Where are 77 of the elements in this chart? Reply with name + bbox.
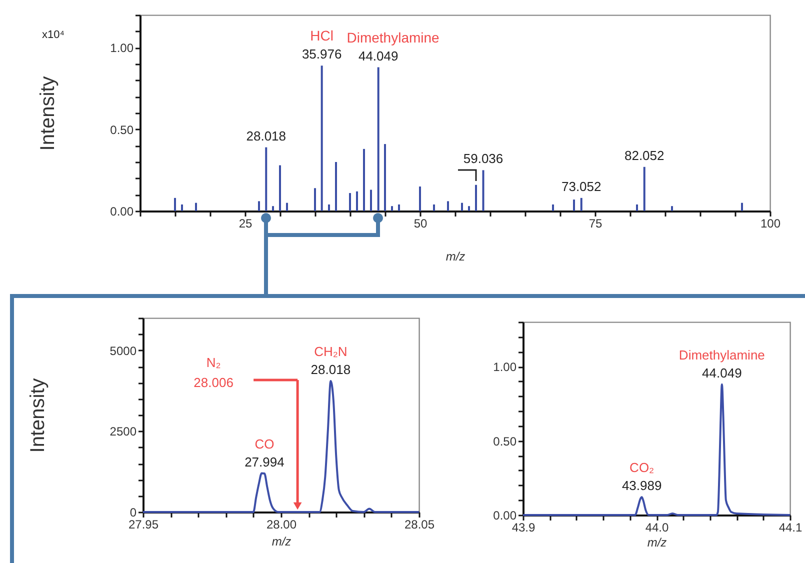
annotation: 28.006 bbox=[194, 375, 234, 390]
annotation: 43.989 bbox=[622, 478, 662, 494]
x-tick-label: 25 bbox=[238, 216, 252, 230]
bar bbox=[447, 201, 449, 211]
annotation: CH₂N bbox=[314, 344, 348, 360]
annotation: CO₂ bbox=[630, 460, 654, 476]
annotation: CO bbox=[254, 436, 274, 452]
bar bbox=[482, 170, 484, 211]
y-tick-label: 2500 bbox=[110, 424, 137, 439]
bar bbox=[419, 186, 421, 211]
bar bbox=[314, 188, 316, 211]
x-tick-label: 43.9 bbox=[512, 520, 536, 534]
bar bbox=[363, 148, 365, 211]
annotation: 73.052 bbox=[561, 178, 602, 194]
bar bbox=[475, 184, 477, 211]
bar bbox=[349, 193, 351, 211]
bar bbox=[195, 202, 197, 211]
annotation: 27.994 bbox=[244, 454, 284, 470]
annotation: 28.018 bbox=[310, 362, 351, 378]
bar bbox=[335, 162, 337, 211]
y-tick-label: 0.00 bbox=[110, 204, 134, 218]
bar bbox=[265, 147, 268, 211]
annotation: 28.018 bbox=[246, 128, 286, 144]
ref-line-label: N₂ bbox=[206, 355, 221, 370]
y-tick-label: 0.50 bbox=[110, 122, 134, 137]
x-axis-title: m/z bbox=[446, 250, 466, 264]
bar bbox=[552, 204, 554, 211]
bar bbox=[356, 191, 358, 211]
y-tick-label: 0 bbox=[130, 506, 137, 520]
y-axis-title: Intensity bbox=[26, 378, 49, 453]
bar bbox=[636, 204, 638, 211]
bar bbox=[671, 206, 673, 211]
x-tick-label: 28.00 bbox=[266, 518, 297, 532]
y-tick-label: 0.50 bbox=[493, 434, 517, 448]
annotation: Dimethylamine bbox=[678, 347, 765, 362]
x-axis-title: m/z bbox=[647, 536, 667, 550]
annotation: 82.052 bbox=[624, 148, 664, 163]
bar bbox=[272, 206, 274, 211]
text: x10⁴ bbox=[42, 29, 65, 41]
x-tick-label: 44.0 bbox=[645, 520, 669, 534]
y-tick-label: 1.00 bbox=[493, 360, 517, 374]
bar bbox=[468, 206, 470, 211]
x-tick-label: 100 bbox=[760, 216, 781, 230]
bar bbox=[286, 202, 288, 211]
bar bbox=[643, 166, 646, 211]
bar bbox=[174, 198, 176, 211]
bar bbox=[461, 202, 463, 211]
bar bbox=[398, 204, 400, 211]
annotation: Dimethylamine bbox=[346, 29, 440, 46]
bar bbox=[391, 206, 393, 211]
x-axis-title: m/z bbox=[272, 534, 292, 548]
bar bbox=[181, 204, 183, 211]
bar bbox=[258, 201, 260, 211]
bar bbox=[384, 144, 386, 211]
bar bbox=[328, 204, 330, 211]
x-tick-label: 27.95 bbox=[128, 518, 159, 532]
bar bbox=[580, 198, 582, 211]
y-tick-label: 0.00 bbox=[493, 508, 517, 522]
annotation: 44.049 bbox=[702, 365, 742, 380]
annotation: 59.036 bbox=[463, 151, 504, 166]
bar bbox=[377, 67, 380, 211]
bar bbox=[370, 190, 372, 211]
x-tick-label: 75 bbox=[588, 216, 602, 230]
annotation: 35.976 bbox=[302, 46, 342, 62]
bar bbox=[320, 66, 323, 211]
x-tick-label: 50 bbox=[414, 216, 428, 230]
bar bbox=[279, 165, 281, 211]
bar bbox=[573, 200, 575, 211]
bar bbox=[741, 202, 743, 211]
annotation: HCl bbox=[310, 28, 334, 44]
y-tick-label: 1.00 bbox=[110, 41, 134, 56]
x-tick-label: 28.05 bbox=[404, 518, 435, 532]
bar bbox=[433, 204, 435, 211]
y-tick-label: 5000 bbox=[110, 344, 137, 358]
y-axis-title: Intensity bbox=[37, 76, 60, 151]
x-tick-label: 44.1 bbox=[778, 520, 802, 534]
annotation: 44.049 bbox=[358, 48, 398, 64]
